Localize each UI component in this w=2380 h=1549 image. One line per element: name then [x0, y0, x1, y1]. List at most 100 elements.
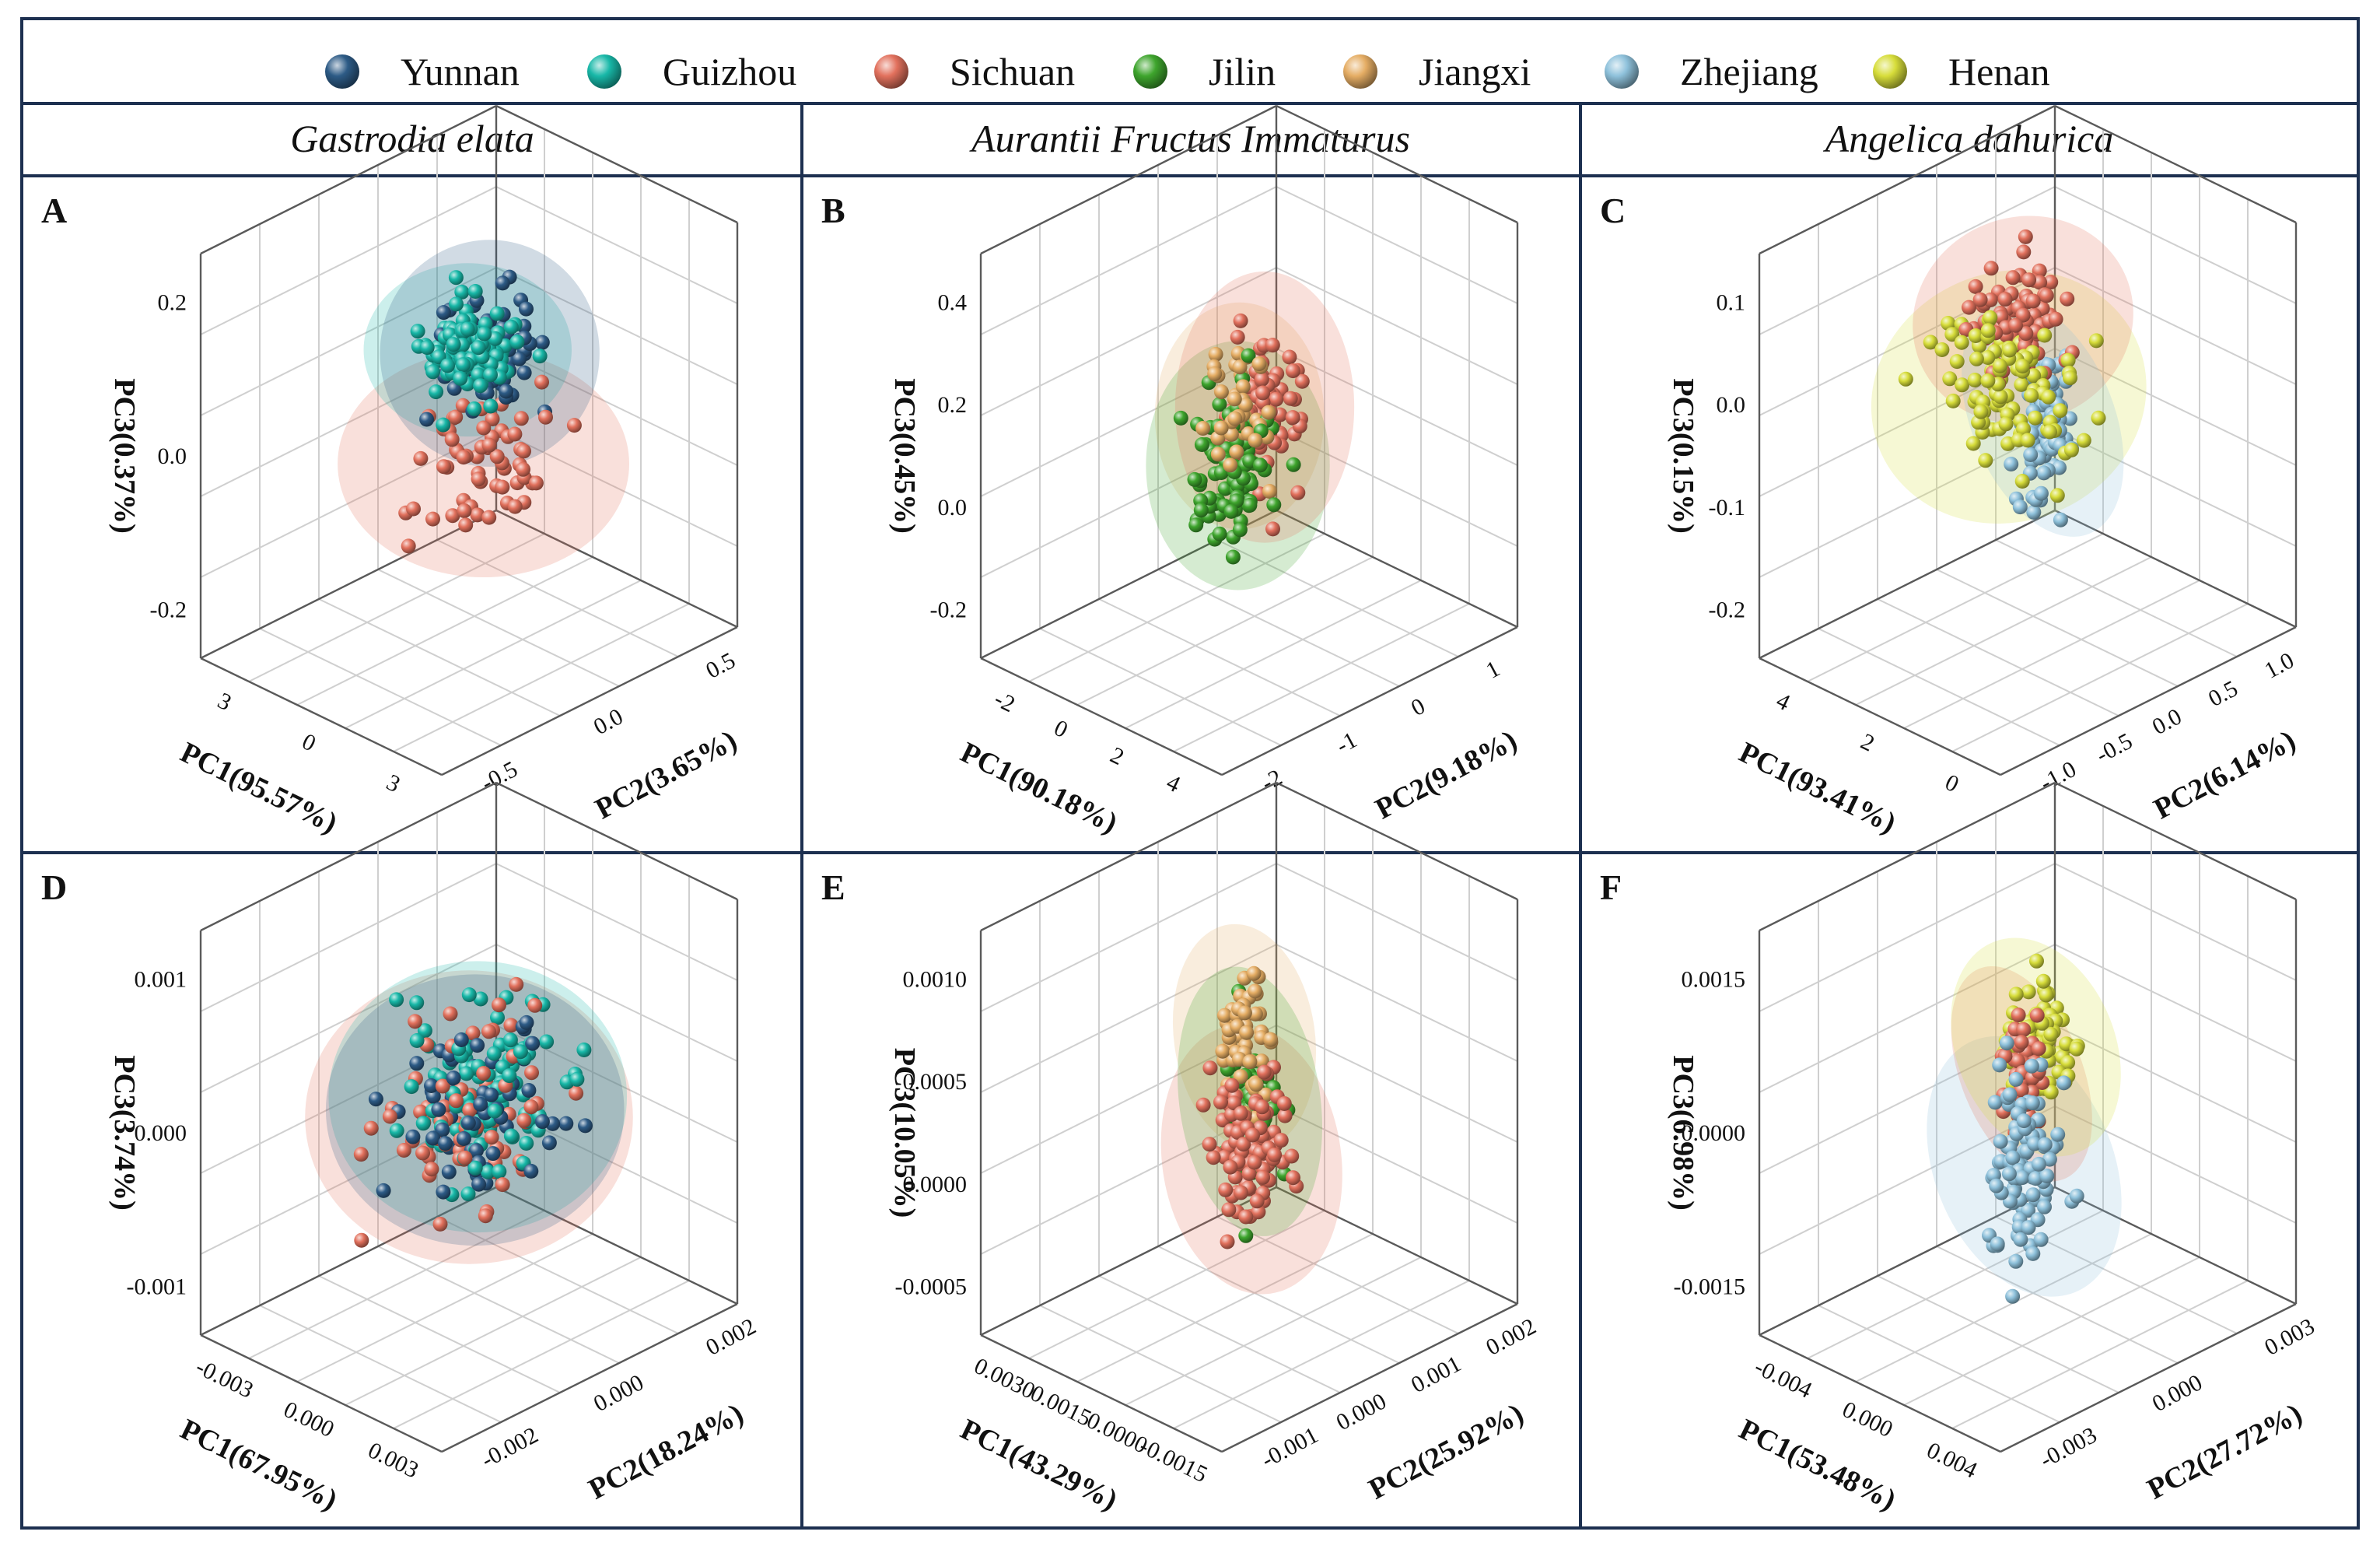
point-sichuan [1202, 1137, 1217, 1152]
point-zhejiang [1993, 1134, 2008, 1149]
floor-grid-line [1995, 539, 2238, 657]
point-yunnan [499, 384, 514, 399]
point-guizhou [513, 1044, 528, 1060]
point-sichuan [353, 1147, 369, 1162]
point-sichuan [538, 409, 553, 425]
point-henan [2053, 403, 2068, 419]
point-yunnan [424, 1078, 439, 1093]
point-sichuan [527, 997, 543, 1013]
wall-grid-line [2054, 429, 2297, 547]
point-yunnan [431, 1102, 446, 1117]
floor-grid-line [318, 1275, 561, 1393]
axis-edge [1276, 1186, 1518, 1305]
floor-grid-line [1818, 628, 2060, 746]
point-zhejiang [2008, 1253, 2024, 1269]
point-jiangxi [1261, 405, 1276, 420]
point-guizhou [410, 324, 425, 339]
point-sichuan [1255, 1169, 1271, 1185]
point-guizhou [483, 398, 499, 414]
point-sichuan [444, 432, 460, 447]
wall-grid-line [200, 863, 497, 1012]
point-sichuan [1236, 1137, 1251, 1152]
point-yunnan [484, 1087, 499, 1102]
axis-edge [1759, 781, 2056, 932]
point-jilin [1194, 437, 1209, 452]
z-axis-label: PC3(6.98%) [1667, 1055, 1699, 1210]
wall-grid-line [980, 863, 1277, 1012]
point-yunnan [368, 1092, 383, 1107]
wall-grid-line [1759, 863, 2056, 1012]
point-sichuan [1206, 1150, 1221, 1165]
point-yunnan [425, 1130, 441, 1146]
panel-letter-F: F [1600, 867, 1622, 907]
point-sichuan [425, 511, 440, 527]
point-yunnan [534, 1114, 550, 1130]
legend-marker-sichuan [874, 54, 908, 89]
point-yunnan [485, 1146, 501, 1162]
z-tick-label: 0.0000 [903, 1172, 968, 1197]
z-tick-label: -0.2 [1709, 598, 1746, 623]
point-henan [1980, 350, 1996, 365]
legend-label-guizhou: Guizhou [663, 50, 796, 93]
floor-grid-line [1855, 556, 2152, 706]
floor-grid-line [1216, 539, 1459, 657]
point-guizhou [487, 1103, 502, 1119]
point-guizhou [569, 1071, 585, 1087]
wall-grid-line [1276, 863, 1518, 981]
point-yunnan [521, 1083, 537, 1098]
point-sichuan [566, 418, 582, 433]
point-sichuan [481, 510, 497, 525]
point-sichuan [458, 517, 474, 533]
z-tick-label: 0.4 [938, 289, 968, 315]
point-sichuan [1256, 1064, 1272, 1080]
point-sichuan [2005, 270, 2021, 286]
point-sichuan [484, 1130, 499, 1145]
floor-grid-line [345, 580, 642, 729]
point-henan [2091, 410, 2106, 426]
point-sichuan [413, 450, 429, 466]
axis-edge [1221, 626, 1518, 776]
z-tick-label: 0.0 [1717, 392, 1746, 418]
point-sichuan [1255, 1099, 1270, 1115]
point-sichuan [462, 1102, 478, 1118]
point-sichuan [1269, 391, 1284, 407]
point-sichuan [1972, 292, 1988, 307]
axis-edge [495, 781, 738, 901]
axis-edge [2054, 1186, 2297, 1305]
point-yunnan [409, 1056, 425, 1071]
point-jilin [1266, 497, 1282, 513]
point-zhejiang [2025, 1095, 2040, 1111]
point-sichuan [1213, 1095, 1228, 1110]
point-zhejiang [2053, 512, 2068, 527]
floor-grid-line [1028, 1210, 1325, 1359]
point-henan [1949, 354, 1965, 370]
point-yunnan [519, 1015, 534, 1030]
point-yunnan [578, 1118, 593, 1134]
axis-edge [1276, 781, 1518, 901]
point-jiangxi [1227, 391, 1242, 407]
point-jiangxi [1215, 1043, 1230, 1059]
point-henan [2020, 433, 2035, 448]
legend-label-sichuan: Sichuan [950, 50, 1075, 93]
point-jilin [1187, 471, 1202, 487]
floor-grid-line [1098, 598, 1341, 717]
point-guizhou [480, 1164, 495, 1179]
point-jiangxi [1239, 1025, 1255, 1040]
point-yunnan [446, 1071, 461, 1085]
panel-letter-B: B [821, 191, 845, 230]
point-guizhou [519, 1136, 534, 1151]
panel-letter-D: D [41, 867, 67, 907]
z-tick-label: 0.0015 [1682, 966, 1746, 992]
floor-grid-line [259, 628, 502, 746]
wall-grid-line [980, 186, 1277, 335]
panel-letter-A: A [41, 191, 67, 230]
point-yunnan [541, 1135, 557, 1151]
point-zhejiang [2012, 499, 2028, 515]
point-guizhou [473, 378, 488, 394]
point-zhejiang [2005, 1288, 2021, 1304]
z-tick-label: -0.2 [150, 598, 187, 623]
floor-grid-line [1951, 1280, 2249, 1429]
point-jiangxi [1213, 384, 1229, 400]
point-guizhou [490, 1010, 505, 1025]
